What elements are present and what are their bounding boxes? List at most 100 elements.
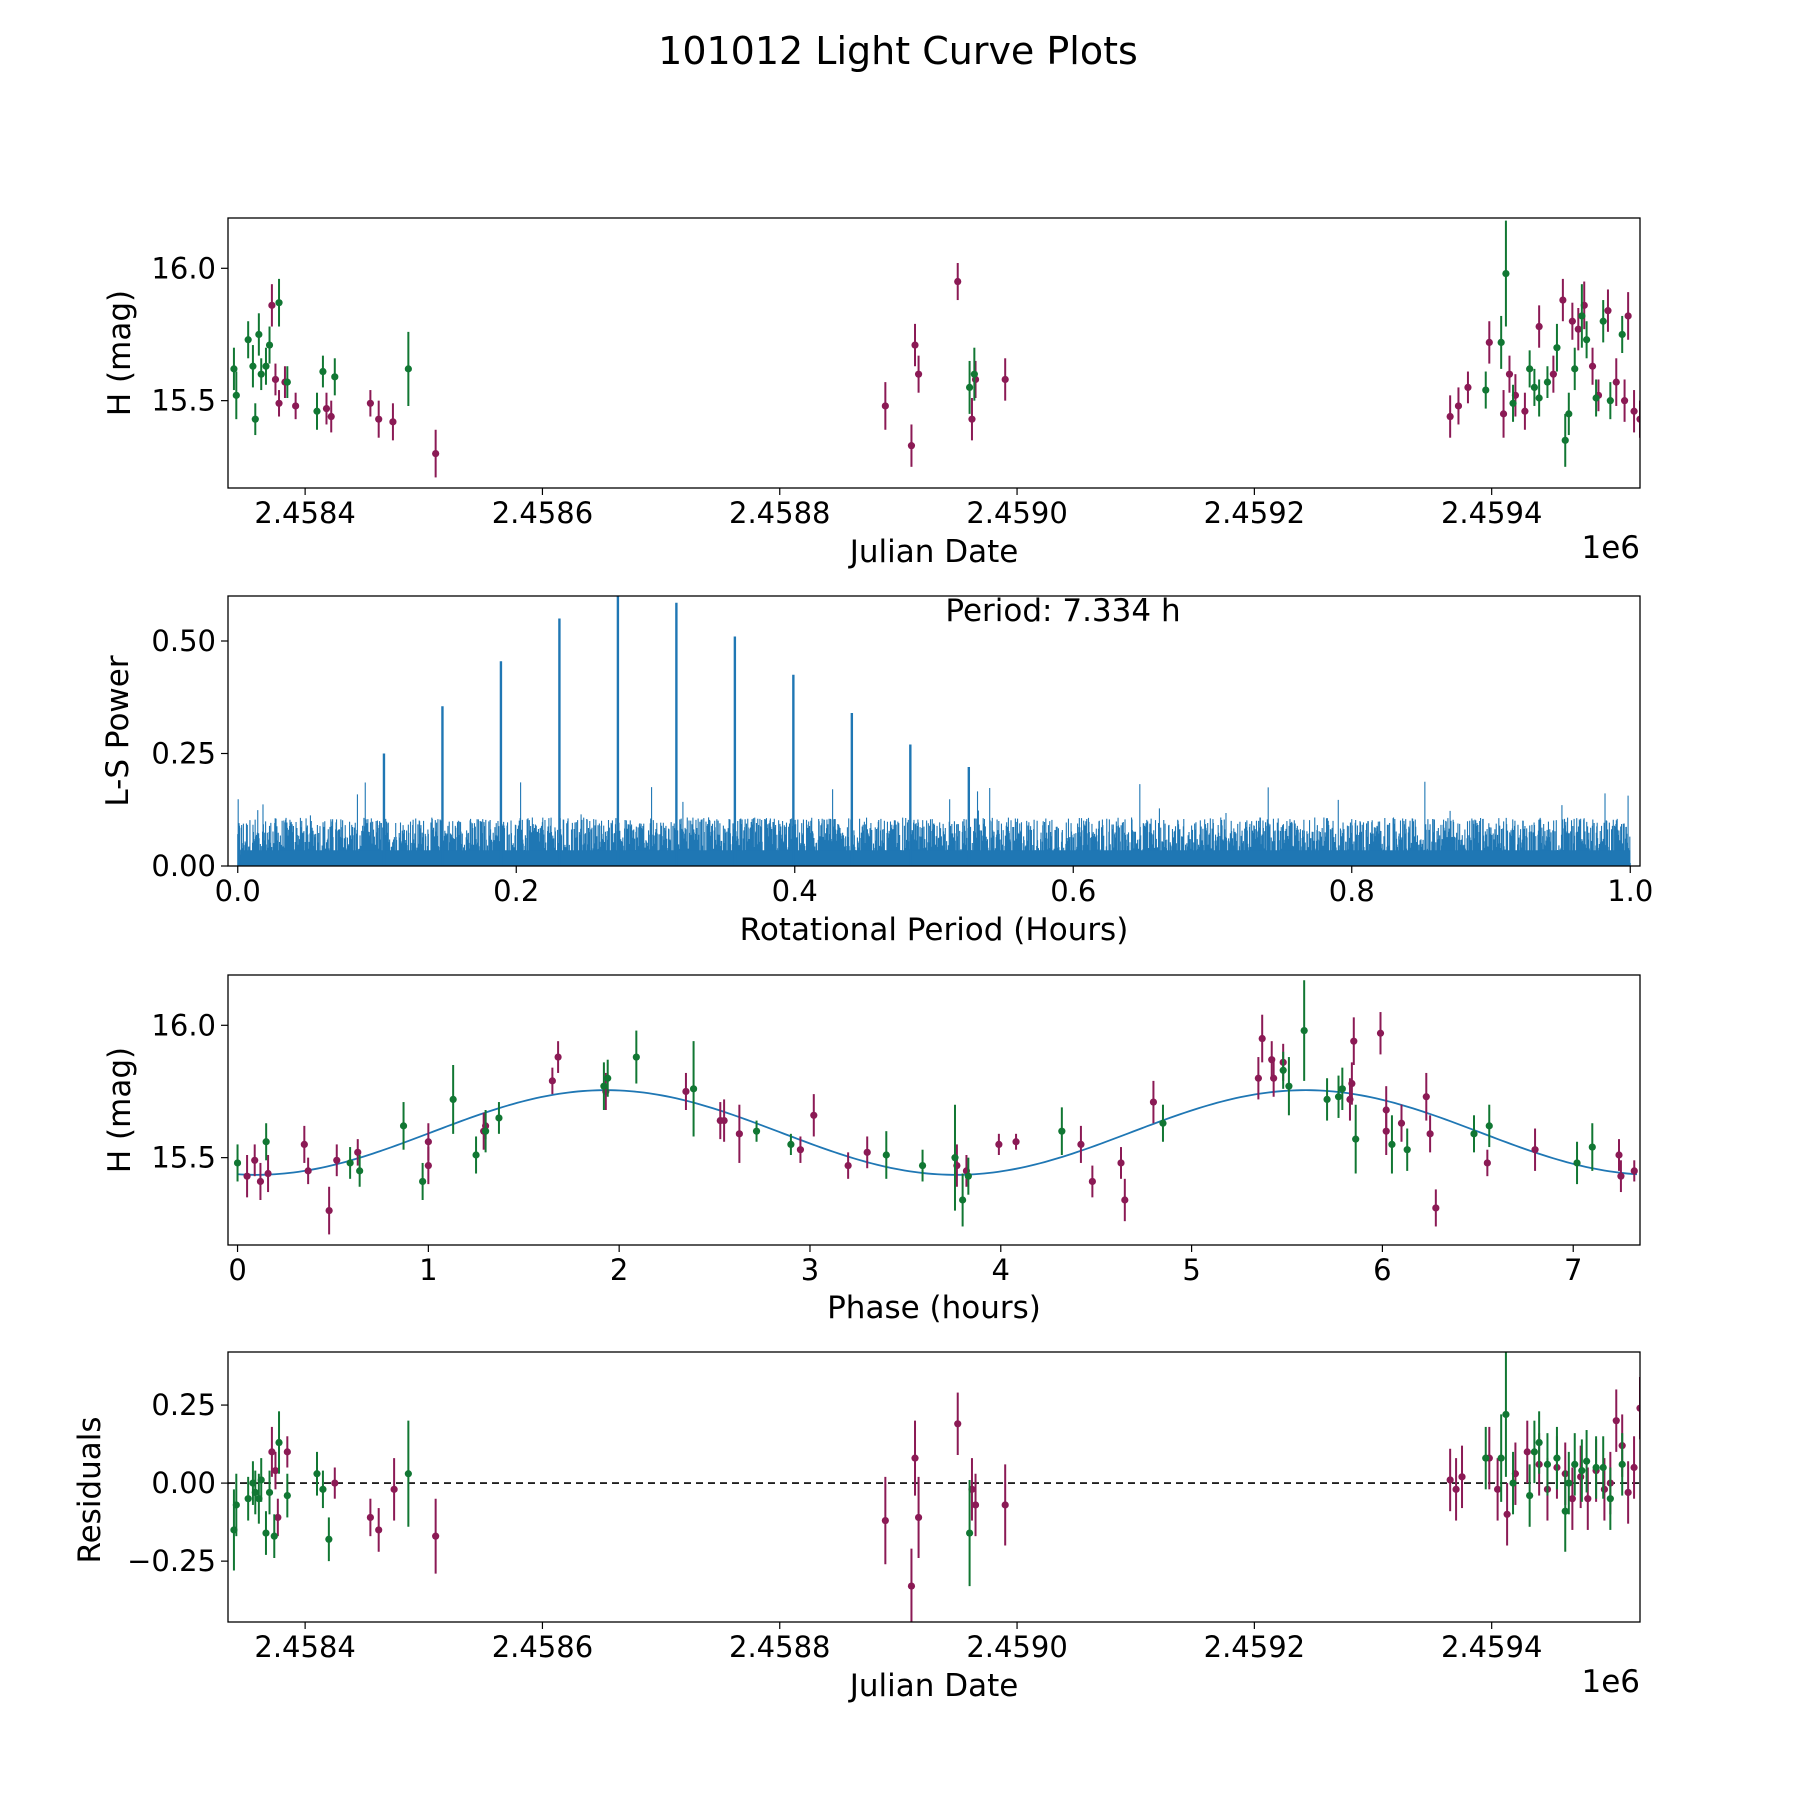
data-point — [1452, 1485, 1460, 1493]
data-point — [1530, 1448, 1538, 1456]
residuals-marks — [228, 1352, 1640, 1622]
data-point — [244, 1495, 252, 1503]
x-tick-label: 2.4588 — [729, 496, 830, 530]
data-point — [375, 1526, 383, 1534]
x-tick-label: 2.4584 — [254, 496, 355, 530]
data-point — [375, 415, 383, 423]
data-point — [632, 1053, 640, 1061]
data-point — [918, 1161, 927, 1170]
lightcurve-xlabel: Julian Date — [848, 534, 1019, 570]
data-point — [914, 1513, 923, 1522]
data-point — [399, 1122, 408, 1130]
data-point — [1630, 1167, 1638, 1175]
x-tick-label: 2.4584 — [254, 1630, 355, 1664]
data-point — [1578, 312, 1586, 320]
data-point — [283, 1448, 291, 1456]
data-point — [257, 370, 265, 378]
data-point — [1499, 410, 1508, 418]
data-point — [1543, 1460, 1552, 1468]
data-point — [232, 1501, 240, 1509]
data-point — [390, 1485, 398, 1493]
data-point — [322, 404, 331, 413]
data-point — [275, 299, 283, 307]
data-point — [1509, 399, 1517, 407]
data-point — [389, 418, 397, 426]
panel-periodogram: 0.0 0.2 0.4 0.6 0.8 1.0 0.00 0.25 0.50 Period: 7… — [100, 593, 1653, 948]
data-point — [333, 1156, 341, 1164]
data-point — [1612, 378, 1620, 386]
data-point — [995, 1140, 1003, 1149]
data-point — [1446, 412, 1454, 421]
data-point — [720, 1116, 728, 1125]
data-point — [331, 373, 339, 381]
x-tick-label: 5 — [1182, 1253, 1200, 1287]
data-point — [1470, 1130, 1478, 1138]
periodogram-floor — [240, 850, 1631, 866]
data-point — [346, 1159, 354, 1167]
residuals-offset-label: 1e6 — [1581, 1664, 1640, 1700]
panel-lightcurve: 2.4584 2.4586 2.4588 2.4590 2.4592 2.4594 15.5… — [102, 217, 1641, 570]
data-point — [262, 1138, 270, 1146]
data-point — [1561, 1507, 1569, 1515]
data-point — [959, 1196, 967, 1204]
data-point — [1630, 1463, 1638, 1472]
x-tick-label: 2.4588 — [729, 1630, 830, 1664]
data-point — [1258, 1034, 1266, 1043]
data-point — [907, 442, 916, 450]
residuals-ticks: 2.4584 2.4586 2.4588 2.4590 2.4592 2.4594 −0.2… — [127, 1388, 1542, 1664]
data-point — [1397, 1119, 1406, 1127]
data-point — [970, 370, 978, 378]
x-tick-label: 0.8 — [1329, 874, 1375, 908]
lightcurve-axes-frame — [227, 217, 1641, 489]
data-point — [911, 341, 919, 349]
periodogram-xlabel: Rotational Period (Hours) — [740, 912, 1129, 948]
data-point — [1574, 325, 1582, 333]
phased-ylabel: H (mag) — [102, 1047, 138, 1173]
data-point — [319, 367, 327, 376]
data-point — [1077, 1140, 1085, 1149]
data-point — [404, 365, 412, 373]
phased-marks — [233, 980, 1638, 1235]
data-point — [968, 415, 976, 423]
lightcurve-offset-label: 1e6 — [1581, 530, 1640, 566]
data-point — [1618, 330, 1626, 339]
periodogram-marks — [237, 596, 1631, 866]
periodogram-annotation: Period: 7.334 h — [945, 593, 1180, 629]
data-point — [1494, 1485, 1502, 1493]
data-point — [1592, 1463, 1600, 1472]
y-tick-label: 0.00 — [151, 849, 216, 883]
y-tick-label: 16.0 — [151, 251, 216, 285]
data-point — [1285, 1082, 1293, 1090]
x-tick-label: 2 — [610, 1253, 628, 1287]
data-point — [548, 1077, 556, 1085]
data-point — [1612, 1417, 1620, 1425]
data-point — [270, 1532, 278, 1540]
data-point — [554, 1053, 562, 1061]
data-point — [1553, 344, 1561, 352]
data-point — [1617, 1172, 1625, 1180]
data-point — [1432, 1204, 1440, 1212]
data-point — [1553, 1454, 1561, 1462]
data-point — [313, 407, 321, 415]
y-tick-label: 0.25 — [151, 737, 216, 771]
data-point — [1497, 1454, 1505, 1462]
data-point — [1334, 1093, 1343, 1101]
data-point — [1618, 1460, 1626, 1468]
residuals-xlabel: Julian Date — [848, 1668, 1019, 1704]
x-tick-label: 2.4586 — [492, 1630, 593, 1664]
data-point — [1088, 1177, 1096, 1186]
x-tick-label: 2.4594 — [1441, 1630, 1542, 1664]
data-point — [1565, 410, 1573, 418]
data-point — [251, 1488, 259, 1497]
data-point — [268, 301, 276, 309]
data-point — [354, 1148, 362, 1156]
data-point — [604, 1074, 612, 1082]
data-point — [264, 1169, 272, 1178]
data-point — [1604, 307, 1612, 315]
data-point — [1624, 1488, 1632, 1497]
x-tick-label: 2.4586 — [492, 496, 593, 530]
data-point — [275, 1438, 283, 1447]
periodogram-ticks: 0.0 0.2 0.4 0.6 0.8 1.0 0.00 0.25 0.50 — [151, 624, 1653, 908]
data-point — [432, 449, 440, 458]
